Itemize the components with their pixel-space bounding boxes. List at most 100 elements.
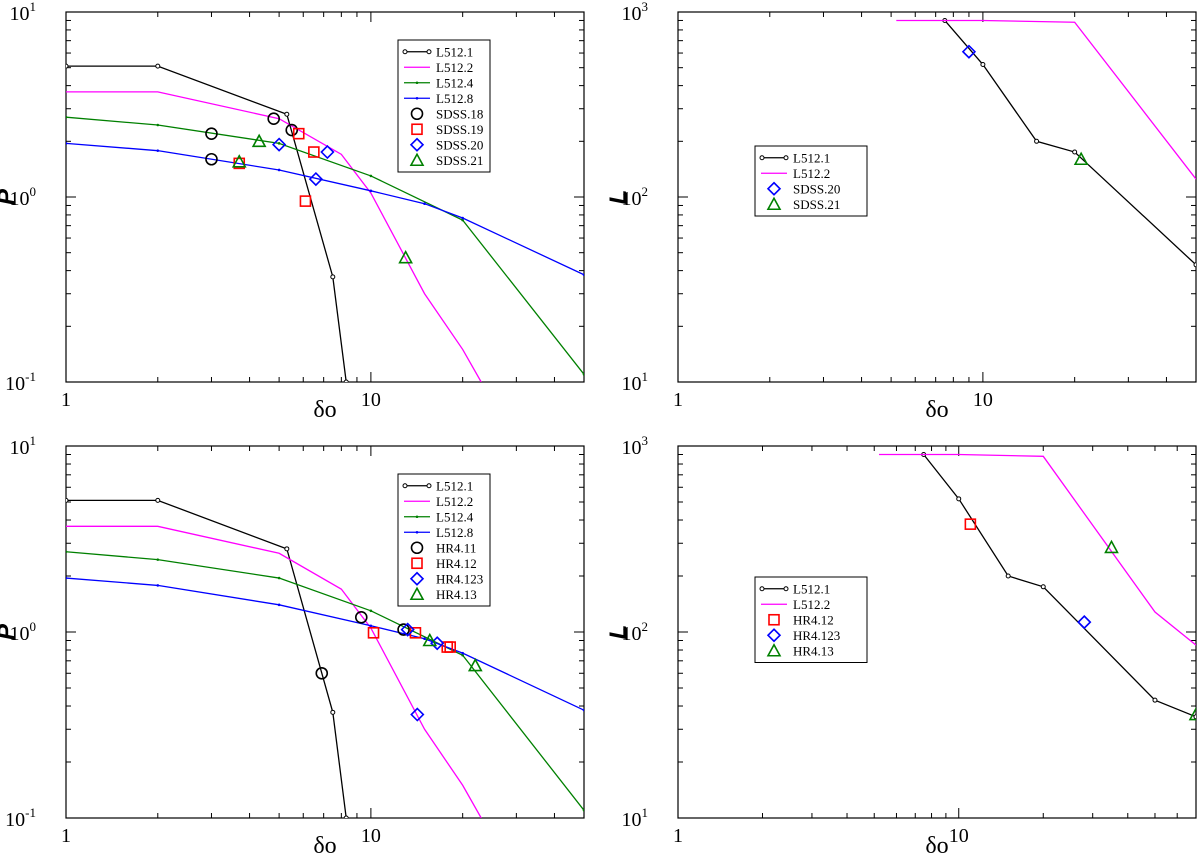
- legend-label: L512.2: [793, 597, 830, 612]
- series-l512-8-point: [66, 142, 68, 145]
- series-l512-8-point: [369, 189, 373, 193]
- y-tick-label: 100: [10, 184, 37, 210]
- legend-label: SDSS.20: [436, 137, 483, 152]
- legend-box: [397, 39, 491, 173]
- x-tick-label: 1: [61, 389, 71, 411]
- panel-top-right: 1 10 101 102 103 δo L L512.1L512.2SDSS.20SDSS.2…: [605, 0, 1197, 423]
- series-l512-1-point: [66, 497, 69, 503]
- series-l512-2-line: [66, 525, 482, 818]
- series-l512-4-point: [369, 609, 373, 613]
- legend-marker: [759, 155, 765, 161]
- series-l512-1-line: [944, 20, 1196, 266]
- series-sdss-20-point: [308, 171, 324, 187]
- legend-marker: [409, 586, 425, 601]
- series-l512-2: [66, 91, 482, 382]
- legend-marker: [783, 586, 789, 592]
- axis-ticks: [65, 445, 585, 819]
- legend-label: L512.2: [436, 60, 473, 75]
- series-l512-1-point: [284, 546, 290, 552]
- series-l512-4-line: [66, 116, 584, 375]
- series-l512-1-point: [155, 497, 161, 503]
- y-tick-label: 103: [622, 0, 649, 25]
- series-l512-1: [66, 497, 349, 818]
- series-hr4-12: [964, 518, 977, 530]
- panel-top-left: 1 10 10-1 100 101 δo P L512.1L512.2L512.4L512.8…: [0, 0, 585, 423]
- series-l512-1-point: [284, 111, 290, 117]
- legend-label: L512.8: [436, 525, 473, 540]
- series-l512-1-line: [66, 499, 347, 818]
- legend-box: [754, 576, 868, 663]
- plot-area: [66, 63, 584, 382]
- series-hr4-13-point: [422, 632, 438, 647]
- series-l512-1-point: [343, 379, 349, 382]
- series-hr4-12-point: [367, 627, 380, 639]
- series-l512-2: [66, 525, 482, 818]
- legend-label: L512.4: [436, 509, 474, 524]
- series-l512-1-point: [66, 63, 69, 69]
- y-tick-label: 101: [10, 0, 37, 25]
- series-hr4-123-point: [400, 622, 415, 637]
- series-sdss-21-point: [251, 133, 267, 148]
- series-hr4-13-point: [1188, 706, 1196, 721]
- series-l512-1-point: [1034, 138, 1040, 144]
- x-tick-label: 1: [61, 825, 71, 847]
- legend-marker: [415, 515, 419, 519]
- series-l512-8-point: [461, 216, 464, 220]
- series-sdss-21-point: [231, 154, 247, 168]
- axis-ticks: [677, 445, 1197, 819]
- legend-marker: [766, 181, 782, 196]
- series-sdss-20: [961, 44, 977, 59]
- y-tick-label: 10-1: [5, 805, 36, 831]
- legend-label: SDSS.20: [793, 181, 840, 196]
- legend-marker: [426, 483, 432, 489]
- series-l512-4-point: [277, 576, 281, 580]
- legend-box: [397, 473, 491, 607]
- legend-marker: [768, 613, 780, 626]
- axis-ticks: [65, 11, 585, 383]
- series-hr4-13: [1104, 539, 1196, 721]
- legend-marker: [402, 49, 408, 55]
- y-axis-label: L: [605, 190, 632, 205]
- x-tick-label: 10: [361, 389, 381, 411]
- series-l512-8-point: [156, 149, 160, 152]
- series-l512-2: [896, 19, 1196, 180]
- legend-label: L512.1: [793, 150, 830, 165]
- axis-ticks: [677, 11, 1197, 383]
- series-l512-1-point: [956, 496, 962, 502]
- legend-marker: [411, 557, 423, 570]
- series-sdss-21-point: [398, 249, 413, 264]
- series-l512-8: [66, 142, 584, 277]
- series-sdss-18-point: [205, 127, 218, 140]
- series-l512-4: [66, 115, 584, 376]
- legend-marker: [409, 137, 425, 152]
- series-sdss-19-point: [292, 127, 305, 140]
- series-hr4-11-point: [315, 666, 329, 680]
- y-tick-label: 101: [622, 805, 649, 831]
- legend-label: HR4.12: [436, 556, 477, 571]
- series-sdss-20-point: [961, 44, 977, 59]
- series-l512-8-line: [66, 577, 584, 711]
- legend-label: SDSS.19: [436, 122, 483, 137]
- x-tick-label: 1: [673, 825, 683, 847]
- plot-area: [896, 17, 1196, 268]
- series-l512-8-point: [582, 273, 584, 277]
- series-sdss-19-point: [299, 195, 312, 207]
- series-sdss-18-point: [267, 112, 281, 125]
- x-tick-label: 10: [361, 825, 381, 847]
- series-l512-4-point: [277, 142, 281, 145]
- legend-label: HR4.123: [436, 571, 483, 586]
- series-hr4-11-point: [354, 610, 368, 624]
- series-l512-1-point: [343, 815, 349, 818]
- series-hr4-11: [315, 610, 410, 680]
- legend-label: L512.8: [436, 91, 473, 106]
- legend-marker: [783, 155, 789, 161]
- plot-area: [66, 497, 584, 818]
- series-l512-1-point: [1072, 149, 1078, 155]
- legend-marker: [410, 107, 424, 121]
- series-l512-2-line: [896, 19, 1196, 180]
- series-l512-2: [879, 453, 1196, 646]
- series-l512-4-point: [582, 809, 584, 812]
- series-hr4-12-point: [964, 518, 977, 530]
